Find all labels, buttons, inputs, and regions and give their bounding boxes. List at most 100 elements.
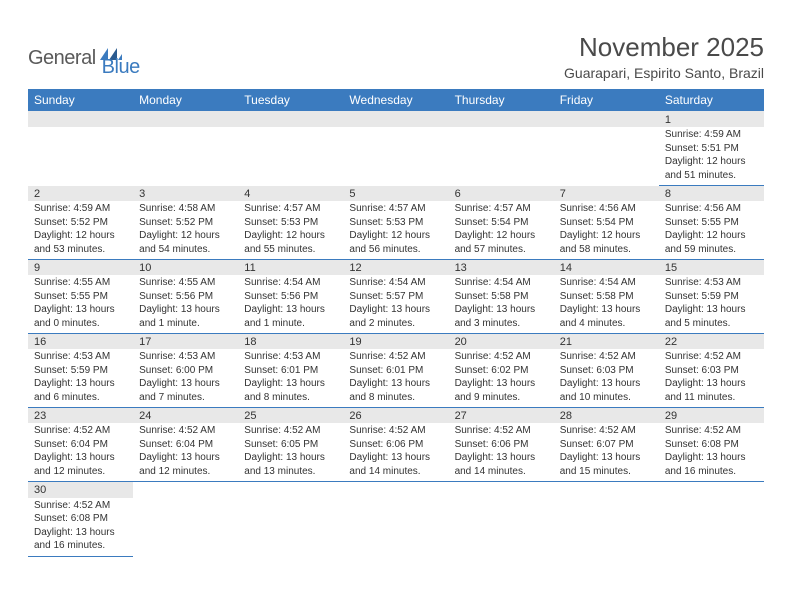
sunset-line: Sunset: 6:08 PM bbox=[34, 512, 127, 526]
day-content-cell bbox=[659, 498, 764, 557]
sunrise-line: Sunrise: 4:58 AM bbox=[139, 202, 232, 216]
day-content-cell: Sunrise: 4:52 AMSunset: 6:06 PMDaylight:… bbox=[343, 423, 448, 482]
sunset-line: Sunset: 6:04 PM bbox=[139, 438, 232, 452]
day-content: Sunrise: 4:58 AMSunset: 5:52 PMDaylight:… bbox=[133, 201, 238, 259]
sunset-line: Sunset: 5:59 PM bbox=[665, 290, 758, 304]
day-content: Sunrise: 4:52 AMSunset: 6:04 PMDaylight:… bbox=[28, 423, 133, 481]
day-content-cell bbox=[343, 127, 448, 186]
day-content-cell: Sunrise: 4:54 AMSunset: 5:58 PMDaylight:… bbox=[554, 275, 659, 334]
daylight-line: Daylight: 13 hours and 12 minutes. bbox=[34, 451, 127, 478]
daylight-line: Daylight: 12 hours and 54 minutes. bbox=[139, 229, 232, 256]
day-num-cell: 8 bbox=[659, 186, 764, 202]
day-content-cell bbox=[238, 498, 343, 557]
day-content: Sunrise: 4:55 AMSunset: 5:56 PMDaylight:… bbox=[133, 275, 238, 333]
week-num-row: 1 bbox=[28, 111, 764, 127]
day-num-cell: 5 bbox=[343, 186, 448, 202]
daylight-line: Daylight: 12 hours and 56 minutes. bbox=[349, 229, 442, 256]
sunrise-line: Sunrise: 4:53 AM bbox=[34, 350, 127, 364]
day-content: Sunrise: 4:52 AMSunset: 6:05 PMDaylight:… bbox=[238, 423, 343, 481]
day-content-cell bbox=[554, 127, 659, 186]
day-header-row: SundayMondayTuesdayWednesdayThursdayFrid… bbox=[28, 89, 764, 111]
sunset-line: Sunset: 6:06 PM bbox=[349, 438, 442, 452]
calendar-body: 1Sunrise: 4:59 AMSunset: 5:51 PMDaylight… bbox=[28, 111, 764, 556]
week-num-row: 16171819202122 bbox=[28, 334, 764, 350]
day-content-cell bbox=[133, 127, 238, 186]
daylight-line: Daylight: 13 hours and 16 minutes. bbox=[665, 451, 758, 478]
day-content: Sunrise: 4:52 AMSunset: 6:02 PMDaylight:… bbox=[449, 349, 554, 407]
sunset-line: Sunset: 5:53 PM bbox=[244, 216, 337, 230]
day-num-cell: 24 bbox=[133, 408, 238, 424]
day-content-cell: Sunrise: 4:57 AMSunset: 5:54 PMDaylight:… bbox=[449, 201, 554, 260]
daylight-line: Daylight: 13 hours and 13 minutes. bbox=[244, 451, 337, 478]
sunrise-line: Sunrise: 4:54 AM bbox=[560, 276, 653, 290]
day-content-cell: Sunrise: 4:56 AMSunset: 5:54 PMDaylight:… bbox=[554, 201, 659, 260]
day-content: Sunrise: 4:52 AMSunset: 6:03 PMDaylight:… bbox=[554, 349, 659, 407]
day-num-cell bbox=[449, 111, 554, 127]
sunset-line: Sunset: 6:05 PM bbox=[244, 438, 337, 452]
day-content: Sunrise: 4:53 AMSunset: 6:00 PMDaylight:… bbox=[133, 349, 238, 407]
day-num-cell: 30 bbox=[28, 482, 133, 498]
day-content: Sunrise: 4:52 AMSunset: 6:08 PMDaylight:… bbox=[28, 498, 133, 556]
sunset-line: Sunset: 6:04 PM bbox=[34, 438, 127, 452]
sunrise-line: Sunrise: 4:57 AM bbox=[455, 202, 548, 216]
sunset-line: Sunset: 5:54 PM bbox=[455, 216, 548, 230]
day-num-cell: 27 bbox=[449, 408, 554, 424]
week-content-row: Sunrise: 4:59 AMSunset: 5:52 PMDaylight:… bbox=[28, 201, 764, 260]
day-number: 8 bbox=[659, 186, 764, 201]
week-content-row: Sunrise: 4:52 AMSunset: 6:04 PMDaylight:… bbox=[28, 423, 764, 482]
day-number: 14 bbox=[554, 260, 659, 275]
day-content: Sunrise: 4:55 AMSunset: 5:55 PMDaylight:… bbox=[28, 275, 133, 333]
daylight-line: Daylight: 13 hours and 15 minutes. bbox=[560, 451, 653, 478]
logo: General Blue bbox=[28, 38, 140, 79]
sunset-line: Sunset: 6:03 PM bbox=[560, 364, 653, 378]
day-number: 25 bbox=[238, 408, 343, 423]
daylight-line: Daylight: 12 hours and 51 minutes. bbox=[665, 155, 758, 182]
sunrise-line: Sunrise: 4:57 AM bbox=[244, 202, 337, 216]
day-num-cell bbox=[343, 111, 448, 127]
day-number: 19 bbox=[343, 334, 448, 349]
day-content-cell: Sunrise: 4:58 AMSunset: 5:52 PMDaylight:… bbox=[133, 201, 238, 260]
daylight-line: Daylight: 13 hours and 0 minutes. bbox=[34, 303, 127, 330]
day-content: Sunrise: 4:52 AMSunset: 6:06 PMDaylight:… bbox=[449, 423, 554, 481]
daylight-line: Daylight: 12 hours and 55 minutes. bbox=[244, 229, 337, 256]
sunrise-line: Sunrise: 4:52 AM bbox=[665, 350, 758, 364]
day-content: Sunrise: 4:54 AMSunset: 5:58 PMDaylight:… bbox=[449, 275, 554, 333]
sunrise-line: Sunrise: 4:52 AM bbox=[349, 350, 442, 364]
day-num-cell: 11 bbox=[238, 260, 343, 276]
sunrise-line: Sunrise: 4:52 AM bbox=[139, 424, 232, 438]
sunrise-line: Sunrise: 4:52 AM bbox=[34, 424, 127, 438]
day-number: 29 bbox=[659, 408, 764, 423]
day-content: Sunrise: 4:57 AMSunset: 5:54 PMDaylight:… bbox=[449, 201, 554, 259]
day-content-cell bbox=[554, 498, 659, 557]
day-num-cell bbox=[554, 111, 659, 127]
day-num-cell bbox=[659, 482, 764, 498]
day-num-cell: 1 bbox=[659, 111, 764, 127]
day-content-cell: Sunrise: 4:52 AMSunset: 6:01 PMDaylight:… bbox=[343, 349, 448, 408]
logo-text-blue: Blue bbox=[102, 56, 140, 79]
day-number: 24 bbox=[133, 408, 238, 423]
day-content: Sunrise: 4:59 AMSunset: 5:51 PMDaylight:… bbox=[659, 127, 764, 185]
header: General Blue November 2025 Guarapari, Es… bbox=[28, 32, 764, 81]
sunset-line: Sunset: 6:06 PM bbox=[455, 438, 548, 452]
day-content: Sunrise: 4:52 AMSunset: 6:07 PMDaylight:… bbox=[554, 423, 659, 481]
day-num-cell: 12 bbox=[343, 260, 448, 276]
daylight-line: Daylight: 13 hours and 4 minutes. bbox=[560, 303, 653, 330]
sunset-line: Sunset: 6:01 PM bbox=[349, 364, 442, 378]
day-header-monday: Monday bbox=[133, 89, 238, 111]
day-content: Sunrise: 4:54 AMSunset: 5:57 PMDaylight:… bbox=[343, 275, 448, 333]
day-num-cell: 18 bbox=[238, 334, 343, 350]
day-content: Sunrise: 4:54 AMSunset: 5:56 PMDaylight:… bbox=[238, 275, 343, 333]
day-number: 21 bbox=[554, 334, 659, 349]
day-content: Sunrise: 4:52 AMSunset: 6:03 PMDaylight:… bbox=[659, 349, 764, 407]
calendar-table: SundayMondayTuesdayWednesdayThursdayFrid… bbox=[28, 89, 764, 557]
day-content-cell: Sunrise: 4:57 AMSunset: 5:53 PMDaylight:… bbox=[343, 201, 448, 260]
daylight-line: Daylight: 13 hours and 1 minute. bbox=[244, 303, 337, 330]
day-number: 6 bbox=[449, 186, 554, 201]
day-num-cell: 6 bbox=[449, 186, 554, 202]
day-num-cell bbox=[238, 111, 343, 127]
day-num-cell: 14 bbox=[554, 260, 659, 276]
sunset-line: Sunset: 5:52 PM bbox=[139, 216, 232, 230]
day-number: 2 bbox=[28, 186, 133, 201]
sunrise-line: Sunrise: 4:53 AM bbox=[139, 350, 232, 364]
day-content: Sunrise: 4:52 AMSunset: 6:08 PMDaylight:… bbox=[659, 423, 764, 481]
